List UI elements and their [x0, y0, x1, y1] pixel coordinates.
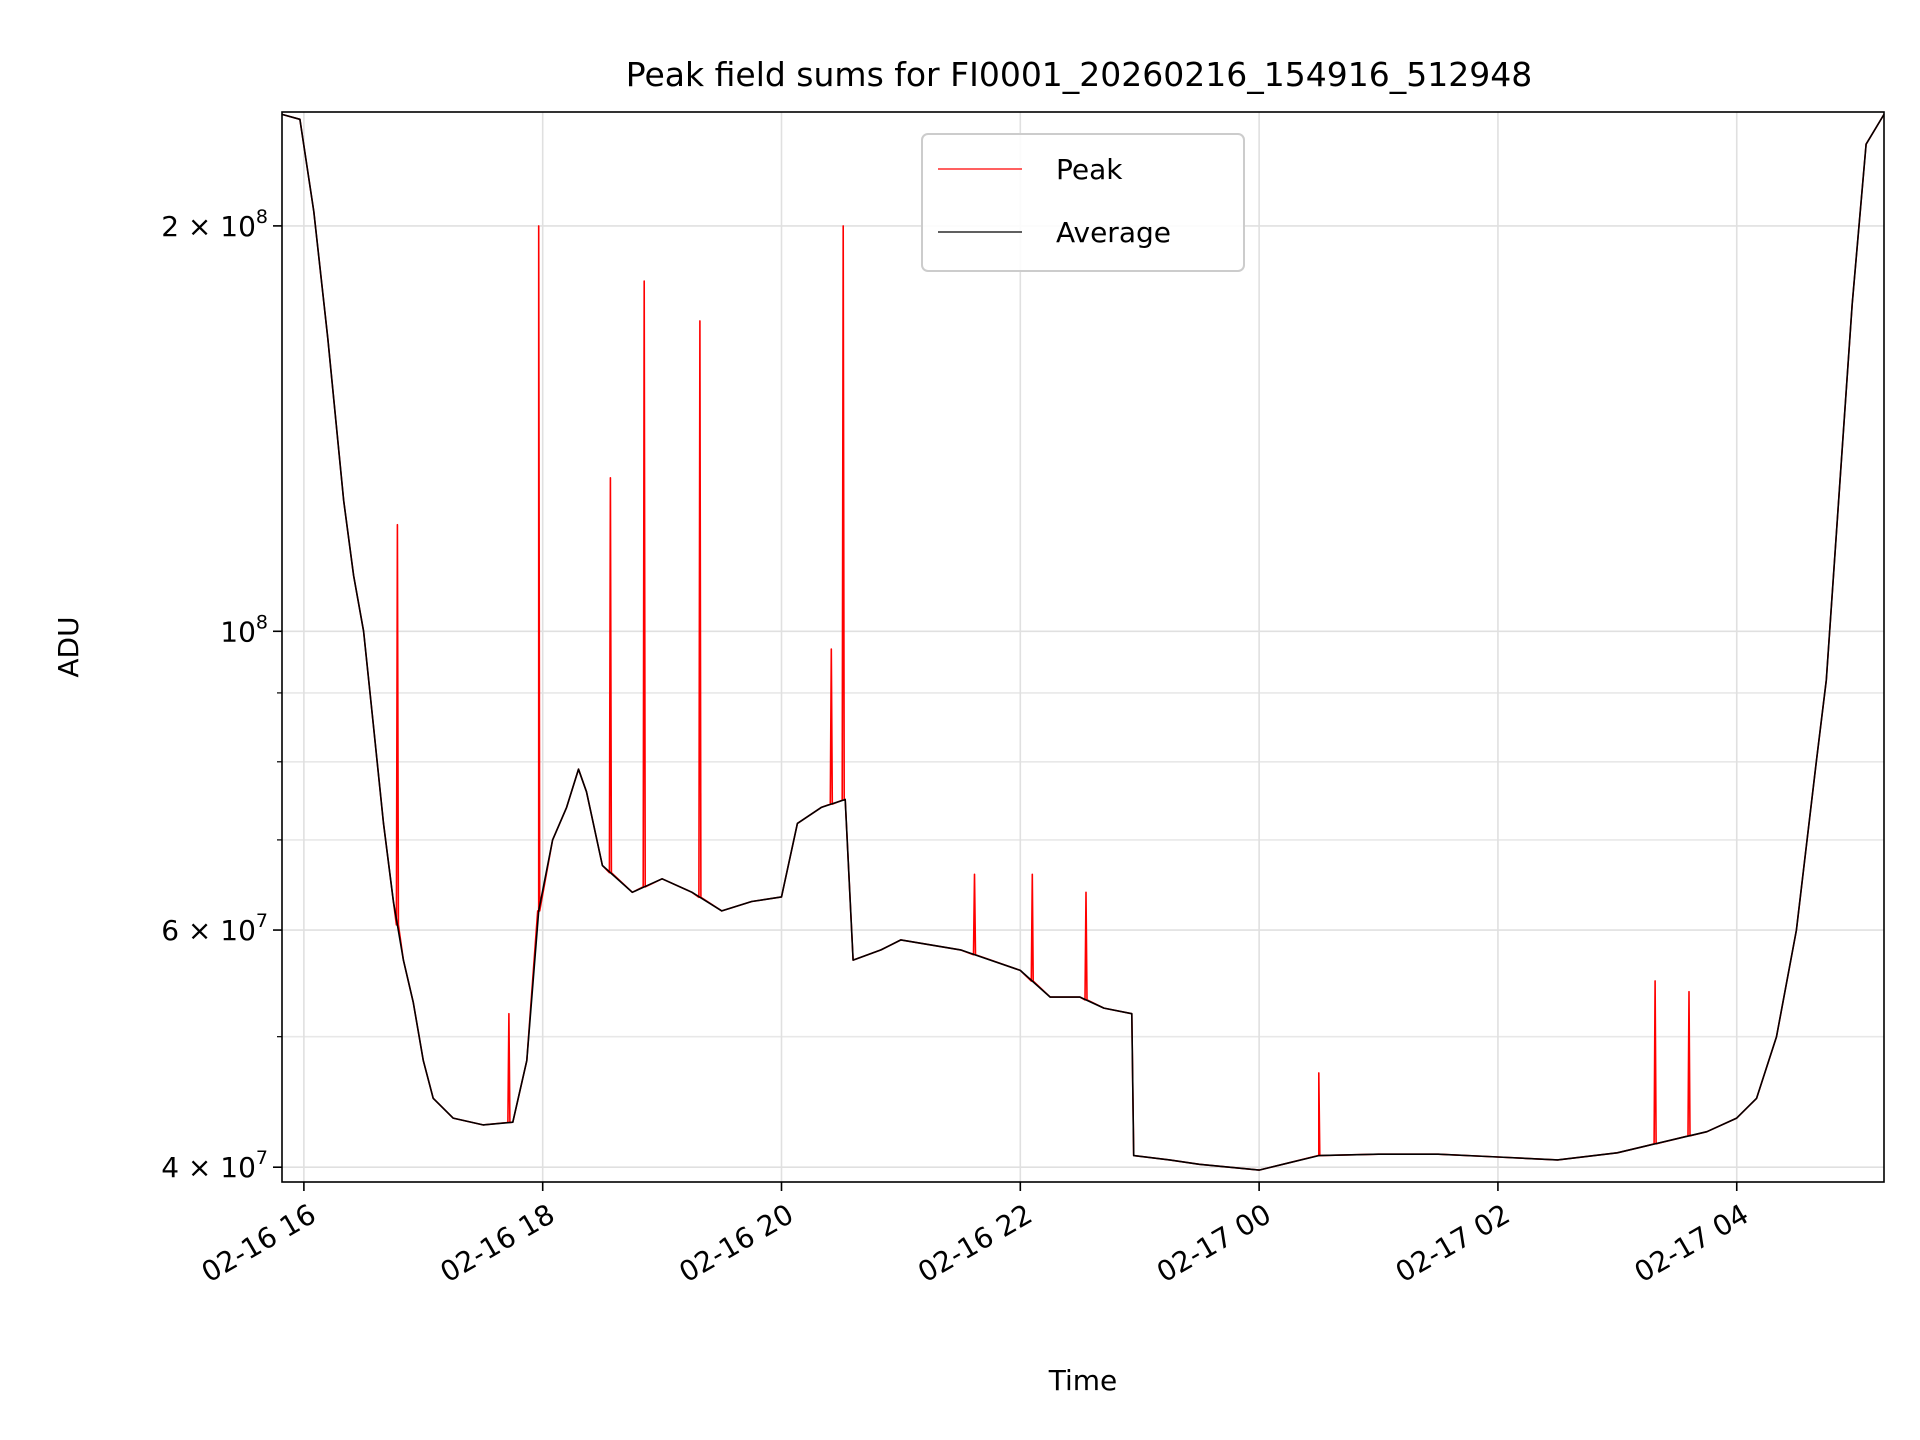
y-tick-label: 2 × 108	[161, 206, 268, 243]
y-tick-label-exponent: 8	[256, 611, 268, 633]
x-axis-label: Time	[1048, 1364, 1118, 1397]
y-tick-label-base: 4 × 10	[161, 1151, 256, 1184]
y-axis-label: ADU	[52, 616, 85, 677]
y-tick-label-base: 10	[220, 615, 256, 648]
y-tick-label-exponent: 7	[256, 1147, 268, 1169]
y-tick-label-base: 2 × 10	[161, 210, 256, 243]
grid	[282, 112, 1884, 1182]
y-tick-label-exponent: 8	[256, 206, 268, 228]
legend-label-average: Average	[1056, 216, 1171, 249]
y-tick-label: 108	[220, 611, 268, 648]
plot-frame	[281, 111, 1885, 1183]
y-tick-label-exponent: 7	[256, 910, 268, 932]
y-tick-label: 4 × 107	[161, 1147, 268, 1184]
y-tick-label-base: 6 × 10	[161, 914, 256, 947]
chart-title: Peak field sums for FI0001_20260216_1549…	[626, 55, 1532, 94]
y-tick-label: 6 × 107	[161, 910, 268, 947]
legend: Peak Average	[921, 133, 1245, 272]
series-line-average	[281, 113, 1885, 1171]
legend-box	[921, 133, 1245, 272]
legend-label-peak: Peak	[1056, 153, 1123, 186]
plot-lines	[281, 113, 1885, 1171]
